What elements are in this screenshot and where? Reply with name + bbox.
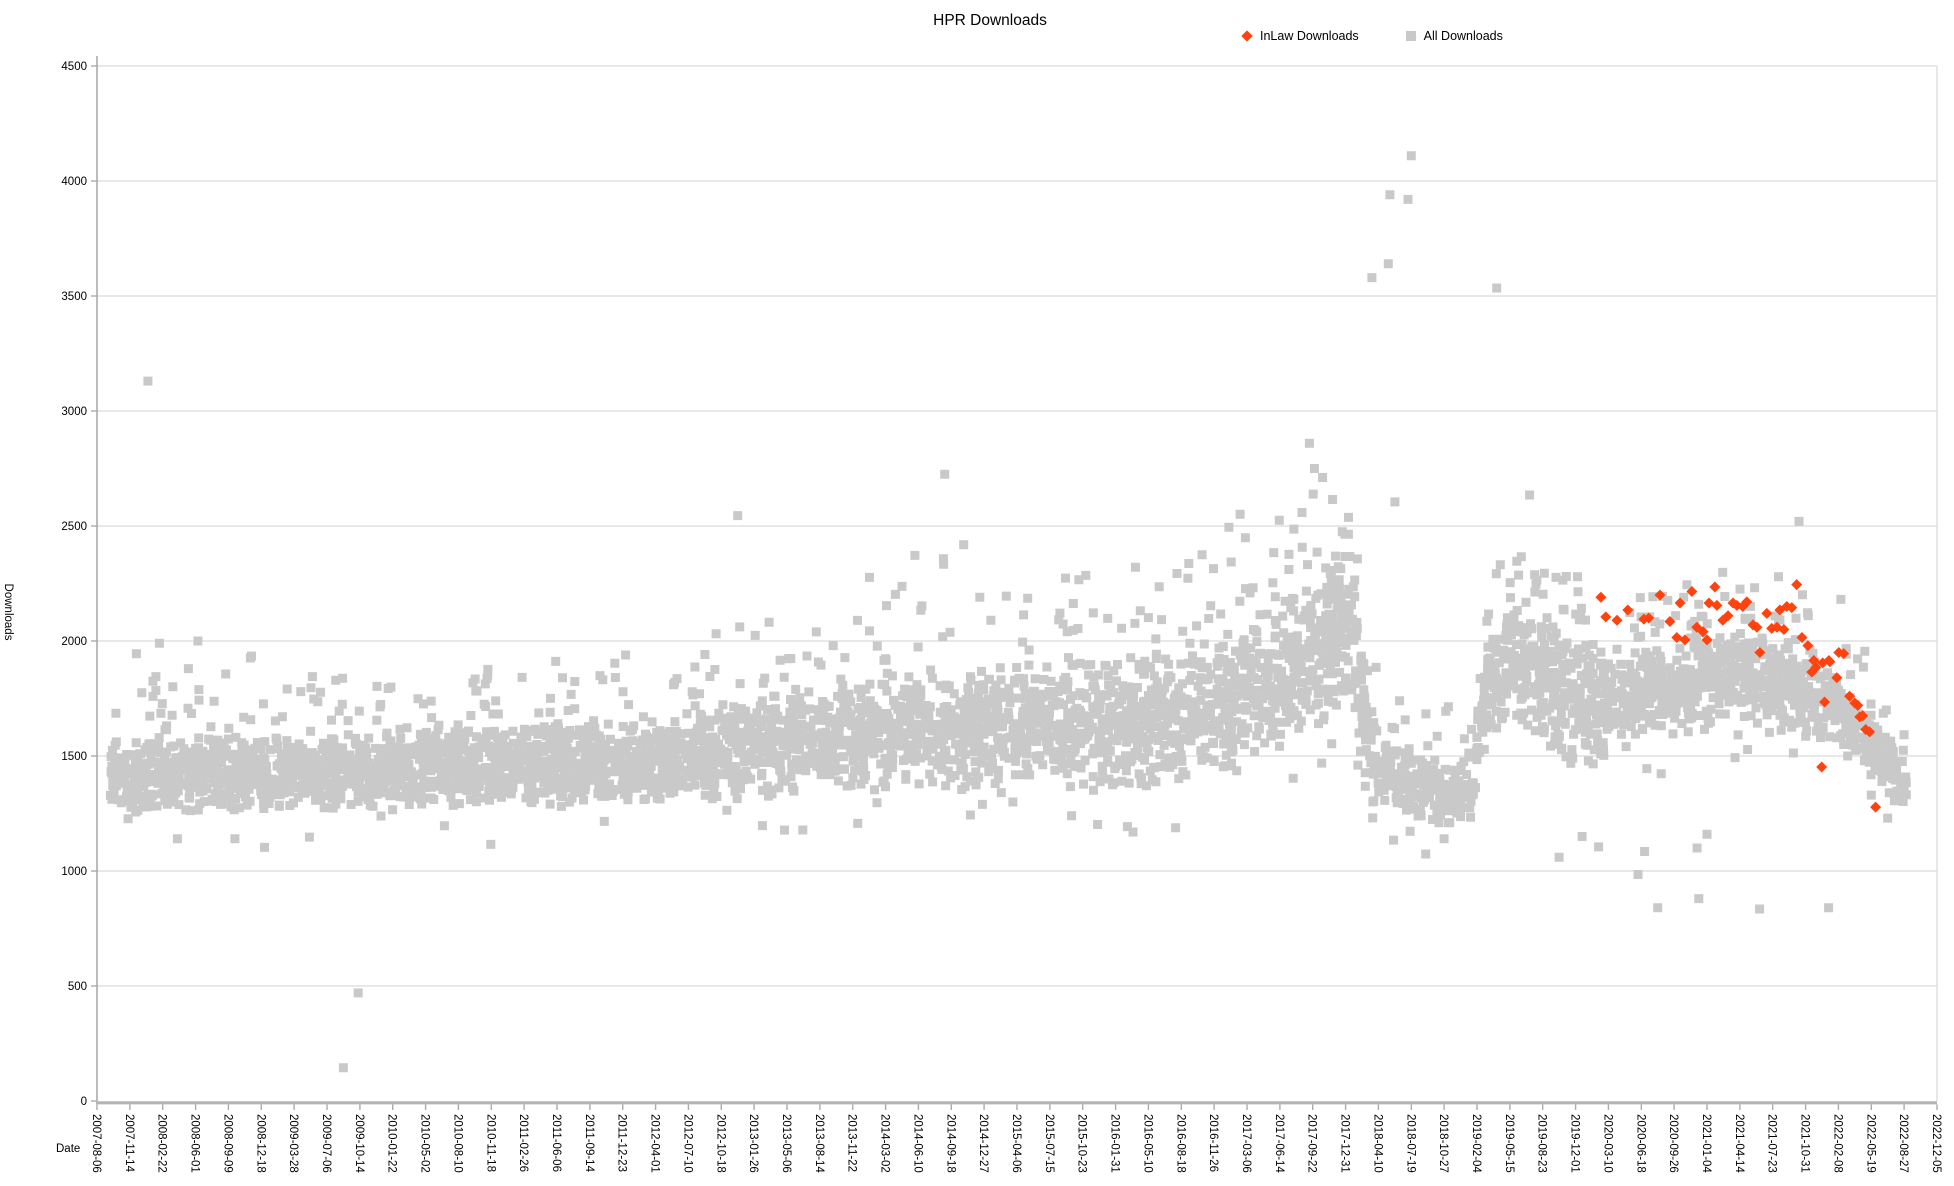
svg-text:4000: 4000 bbox=[61, 176, 87, 188]
y-axis-title: Downloads bbox=[2, 583, 14, 641]
svg-text:2022-12-05: 2022-12-05 bbox=[1930, 1114, 1942, 1173]
svg-text:2009-03-28: 2009-03-28 bbox=[287, 1114, 299, 1173]
svg-text:2015-07-15: 2015-07-15 bbox=[1043, 1114, 1055, 1173]
svg-text:2021-10-31: 2021-10-31 bbox=[1799, 1114, 1811, 1173]
svg-text:2007-08-06: 2007-08-06 bbox=[90, 1114, 102, 1173]
svg-text:2014-09-18: 2014-09-18 bbox=[944, 1114, 956, 1173]
chart-legend: InLaw Downloads All Downloads bbox=[1241, 29, 1503, 43]
svg-text:2020-06-18: 2020-06-18 bbox=[1634, 1114, 1646, 1173]
svg-text:2017-06-14: 2017-06-14 bbox=[1273, 1114, 1285, 1173]
svg-text:2014-03-02: 2014-03-02 bbox=[879, 1114, 891, 1173]
svg-text:2013-08-14: 2013-08-14 bbox=[813, 1114, 825, 1173]
svg-text:2017-12-31: 2017-12-31 bbox=[1339, 1114, 1351, 1173]
svg-text:2009-10-14: 2009-10-14 bbox=[353, 1114, 365, 1173]
svg-text:2016-11-26: 2016-11-26 bbox=[1207, 1114, 1219, 1172]
svg-text:2019-12-01: 2019-12-01 bbox=[1569, 1114, 1581, 1173]
svg-text:2020-09-26: 2020-09-26 bbox=[1667, 1114, 1679, 1173]
legend-item-all-downloads: All Downloads bbox=[1405, 29, 1503, 43]
svg-text:2020-03-10: 2020-03-10 bbox=[1601, 1114, 1613, 1173]
svg-text:2013-01-26: 2013-01-26 bbox=[747, 1114, 759, 1173]
svg-text:2000: 2000 bbox=[61, 636, 87, 648]
svg-text:2014-12-27: 2014-12-27 bbox=[977, 1114, 989, 1173]
svg-text:1500: 1500 bbox=[61, 751, 87, 763]
svg-text:500: 500 bbox=[68, 981, 87, 993]
svg-text:3000: 3000 bbox=[61, 406, 87, 418]
svg-text:2022-05-19: 2022-05-19 bbox=[1864, 1114, 1876, 1173]
svg-text:2022-02-08: 2022-02-08 bbox=[1831, 1114, 1843, 1173]
svg-text:2021-04-14: 2021-04-14 bbox=[1733, 1114, 1745, 1173]
svg-text:2500: 2500 bbox=[61, 521, 87, 533]
svg-text:2012-10-18: 2012-10-18 bbox=[714, 1114, 726, 1173]
svg-text:2021-07-23: 2021-07-23 bbox=[1766, 1114, 1778, 1173]
svg-text:2008-06-01: 2008-06-01 bbox=[189, 1114, 201, 1173]
square-marker-icon bbox=[1405, 31, 1416, 41]
svg-text:4500: 4500 bbox=[61, 61, 87, 73]
legend-label-all: All Downloads bbox=[1423, 29, 1503, 43]
legend-label-inlaw: InLaw Downloads bbox=[1260, 29, 1359, 43]
svg-text:1000: 1000 bbox=[61, 866, 87, 878]
svg-text:2018-04-10: 2018-04-10 bbox=[1371, 1114, 1383, 1173]
svg-text:2011-12-23: 2011-12-23 bbox=[616, 1114, 628, 1172]
svg-text:2008-12-18: 2008-12-18 bbox=[254, 1114, 266, 1173]
svg-text:2007-11-14: 2007-11-14 bbox=[123, 1114, 135, 1173]
svg-text:2017-09-22: 2017-09-22 bbox=[1306, 1114, 1318, 1173]
svg-text:2008-02-22: 2008-02-22 bbox=[156, 1114, 168, 1173]
svg-text:2017-03-06: 2017-03-06 bbox=[1240, 1114, 1252, 1173]
svg-text:0: 0 bbox=[81, 1096, 87, 1108]
svg-text:2016-01-31: 2016-01-31 bbox=[1109, 1114, 1121, 1173]
legend-item-inlaw-downloads: InLaw Downloads bbox=[1241, 29, 1359, 43]
svg-text:3500: 3500 bbox=[61, 291, 87, 303]
svg-text:2019-02-04: 2019-02-04 bbox=[1470, 1114, 1482, 1173]
svg-text:2010-11-18: 2010-11-18 bbox=[484, 1114, 496, 1172]
svg-text:2019-08-23: 2019-08-23 bbox=[1536, 1114, 1548, 1173]
svg-text:2012-04-01: 2012-04-01 bbox=[649, 1114, 661, 1173]
svg-text:2011-09-14: 2011-09-14 bbox=[583, 1114, 595, 1173]
svg-text:2011-06-06: 2011-06-06 bbox=[550, 1114, 562, 1172]
svg-text:2009-07-06: 2009-07-06 bbox=[320, 1114, 332, 1173]
svg-text:2015-10-23: 2015-10-23 bbox=[1076, 1114, 1088, 1173]
svg-text:2015-04-06: 2015-04-06 bbox=[1010, 1114, 1022, 1173]
svg-text:2018-10-27: 2018-10-27 bbox=[1437, 1114, 1449, 1173]
svg-text:2018-07-19: 2018-07-19 bbox=[1404, 1114, 1416, 1173]
svg-text:2016-08-18: 2016-08-18 bbox=[1174, 1114, 1186, 1173]
svg-text:2021-01-04: 2021-01-04 bbox=[1700, 1114, 1712, 1173]
x-axis-title: Date bbox=[56, 1143, 81, 1155]
svg-text:2022-08-27: 2022-08-27 bbox=[1897, 1114, 1909, 1173]
svg-text:2010-08-10: 2010-08-10 bbox=[451, 1114, 463, 1173]
svg-text:2013-11-22: 2013-11-22 bbox=[846, 1114, 858, 1172]
svg-text:2010-05-02: 2010-05-02 bbox=[419, 1114, 431, 1173]
svg-text:2014-06-10: 2014-06-10 bbox=[911, 1114, 923, 1173]
svg-text:2008-09-09: 2008-09-09 bbox=[221, 1114, 233, 1173]
svg-text:2011-02-26: 2011-02-26 bbox=[517, 1114, 529, 1172]
svg-text:2016-05-10: 2016-05-10 bbox=[1141, 1114, 1153, 1173]
svg-text:2019-05-15: 2019-05-15 bbox=[1503, 1114, 1515, 1173]
svg-text:2010-01-22: 2010-01-22 bbox=[386, 1114, 398, 1173]
svg-text:2013-05-06: 2013-05-06 bbox=[780, 1114, 792, 1173]
svg-text:2012-07-10: 2012-07-10 bbox=[681, 1114, 693, 1173]
chart-title: HPR Downloads bbox=[933, 12, 1047, 29]
